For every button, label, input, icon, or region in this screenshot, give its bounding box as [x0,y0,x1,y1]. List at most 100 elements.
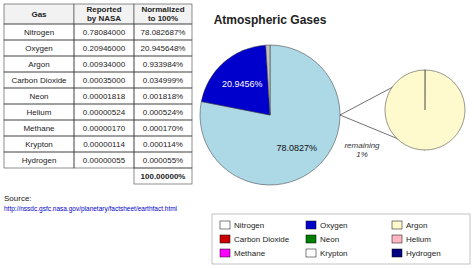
text-line: Oxygen [25,44,53,53]
table-header: Reportedby NASA [86,5,121,23]
table-text: 0.00000114 [83,140,125,149]
table-cell [74,40,134,56]
text-line: Oxygen [320,221,348,230]
text-line: 0.933984% [143,60,183,69]
chart: GasReportedby NASANormalizedto 100%Nitro… [0,0,474,268]
data-label: 20.9456% [222,79,263,89]
text-line: Hydrogen [406,249,441,258]
text-line: http://nssdc.gsfc.nasa.gov/planetary/fac… [4,205,178,213]
table-cell [134,40,192,56]
text-line: 0.000055% [143,156,183,165]
table-cell [74,120,134,136]
table-cell [4,72,74,88]
text-line: Reported [86,5,121,14]
table-cell [134,72,192,88]
table-cell [4,152,74,168]
table-cell [134,88,192,104]
table-header-bg [4,4,74,24]
table-cell [4,88,74,104]
table-text: 0.20946000 [83,44,126,53]
table-cell [134,136,192,152]
table-text: 0.001818% [143,92,183,101]
table-total: 100.00000% [141,172,186,181]
text-line: to 100% [148,14,178,23]
text-line: Carbon Dioxide [11,76,67,85]
legend-label: Krypton [320,249,348,258]
table-cell [74,56,134,72]
pie-slice [385,70,465,150]
table-text: 78.082687% [141,28,186,37]
table-cell [74,152,134,168]
text-line: 78.082687% [141,28,186,37]
table-text: 0.034999% [143,76,183,85]
text-line: Atmospheric Gases [214,13,327,27]
table-cell [134,24,192,40]
text-line: 0.000524% [143,108,183,117]
legend-swatch [306,235,316,243]
legend-swatch [392,221,402,229]
text-line: Argon [406,221,427,230]
table-text: 0.000055% [143,156,183,165]
text-line: Hydrogen [22,156,57,165]
text-line: 0.00000114 [83,140,125,149]
text-line: 0.034999% [143,76,183,85]
table-cell [134,104,192,120]
table-cell [74,104,134,120]
table-text: Neon [29,92,48,101]
pie-slice [200,45,340,185]
table-cell [4,104,74,120]
table-text: 0.00035000 [83,76,126,85]
text-line: 0.00035000 [83,76,126,85]
table-header: Normalizedto 100% [141,5,184,23]
table-text: Hydrogen [22,156,57,165]
legend-swatch [220,235,230,243]
legend-label: Hydrogen [406,249,441,258]
table-cell [134,56,192,72]
text-line: 0.78084000 [83,28,126,37]
text-line: Source: [4,194,32,203]
legend-label: Oxygen [320,221,348,230]
table-cell [134,152,192,168]
legend-label: Methane [234,249,266,258]
table-text: 0.00000055 [83,156,126,165]
table-text: Oxygen [25,44,53,53]
text-line: 0.00000170 [83,124,126,133]
table-cell [4,136,74,152]
table-text: Carbon Dioxide [11,76,67,85]
table-cell [4,24,74,40]
table-text: Argon [28,60,49,69]
table-cell [74,136,134,152]
legend: NitrogenOxygenArgonCarbon DioxideNeonHel… [212,214,470,264]
pie-slice [266,45,270,115]
table-text: 0.00000170 [83,124,126,133]
table-text: Helium [27,108,52,117]
text-line: remaining [344,141,380,150]
table-cell [4,4,74,24]
table-header: Gas [31,10,47,19]
text-line: Helium [406,235,431,244]
zoom-pie [385,70,465,150]
table-header-bg [134,4,192,24]
text-line: Methane [234,249,266,258]
text-line: by NASA [87,14,121,23]
table-text: 0.000170% [143,124,183,133]
table-text: 0.78084000 [83,28,126,37]
table-header-bg [74,4,134,24]
text-line: 0.20946000 [83,44,126,53]
text-line: Carbon Dioxide [234,235,290,244]
table-cell [134,120,192,136]
table-text: 0.00001818 [83,92,126,101]
legend-swatch [392,249,402,257]
table-text: Krypton [25,140,53,149]
legend-label: Helium [406,235,431,244]
text-line: 1% [356,150,368,159]
text-line: Krypton [320,249,348,258]
table-text: 0.000114% [143,140,183,149]
table-cell [4,120,74,136]
source-url: http://nssdc.gsfc.nasa.gov/planetary/fac… [4,205,178,213]
legend-swatch [392,235,402,243]
text-line: 0.00001818 [83,92,126,101]
table-cell [74,88,134,104]
legend-swatch [306,249,316,257]
table-text: Methane [23,124,55,133]
